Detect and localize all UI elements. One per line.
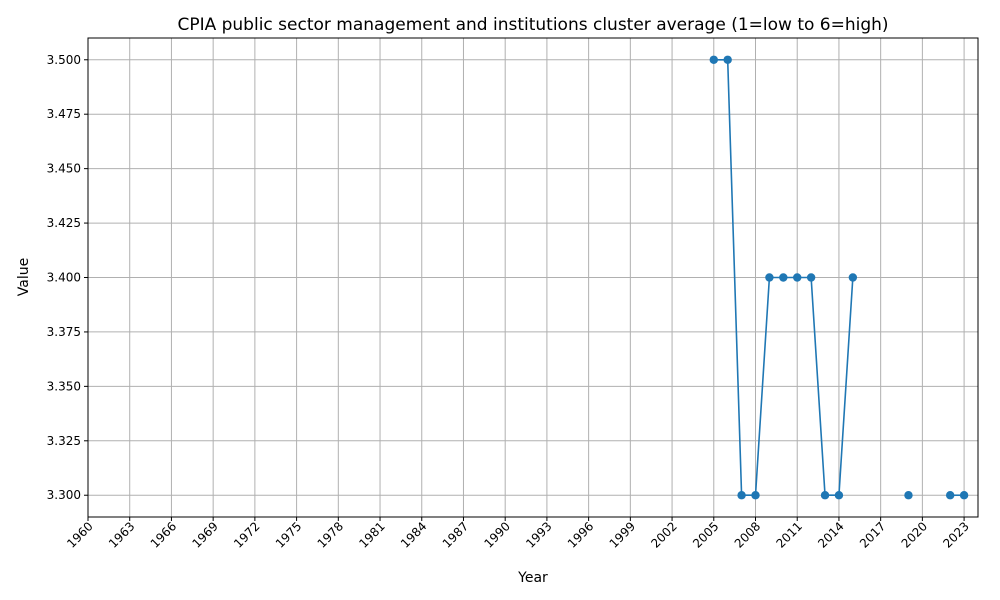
data-point <box>765 273 774 282</box>
y-tick-label: 3.325 <box>47 434 81 448</box>
x-tick-label: 2017 <box>857 519 888 550</box>
x-tick-label: 1975 <box>273 519 304 550</box>
x-tick-label: 2002 <box>648 519 679 550</box>
y-tick-label: 3.500 <box>47 53 81 67</box>
data-point <box>793 273 802 282</box>
y-tick-label: 3.475 <box>47 107 81 121</box>
y-tick-label: 3.375 <box>47 325 81 339</box>
x-tick-label: 1978 <box>315 519 346 550</box>
data-point <box>848 273 858 282</box>
x-axis: 1960 1963 1966 1969 1972 1975 1978 1981 1984 1987… <box>64 517 972 551</box>
y-tick-label: 3.425 <box>47 216 81 230</box>
data-point <box>723 55 732 64</box>
data-point <box>945 491 955 500</box>
series-layer <box>709 55 969 500</box>
data-point <box>806 273 816 282</box>
x-tick-label: 1981 <box>356 519 387 550</box>
data-point <box>834 491 844 500</box>
data-point <box>737 491 746 500</box>
x-tick-label: 1987 <box>440 519 471 550</box>
x-tick-label: 1999 <box>607 519 638 550</box>
x-tick-label: 1966 <box>148 519 179 550</box>
x-tick-label: 1990 <box>481 519 512 550</box>
grid <box>87 38 978 517</box>
x-tick-label: 1984 <box>398 519 429 550</box>
x-tick-label: 2008 <box>732 519 763 550</box>
y-tick-label: 3.400 <box>47 271 81 285</box>
x-tick-label: 1993 <box>523 519 554 550</box>
data-point <box>779 273 788 282</box>
x-tick-label: 1969 <box>189 519 220 550</box>
x-tick-label: 2020 <box>899 519 930 550</box>
y-tick-label: 3.300 <box>47 488 81 502</box>
data-point <box>820 491 830 500</box>
data-point <box>904 491 913 500</box>
y-axis: 3.300 3.325 3.350 3.375 3.400 3.425 3.450 3.475… <box>47 53 88 502</box>
x-tick-label: 1963 <box>106 519 137 550</box>
x-tick-label: 1996 <box>565 519 596 550</box>
data-point <box>751 491 760 500</box>
x-tick-label: 1960 <box>64 519 95 550</box>
chart-title: CPIA public sector management and instit… <box>177 15 888 35</box>
y-axis-title: Value <box>16 258 32 296</box>
y-tick-label: 3.450 <box>47 162 81 176</box>
data-point <box>959 491 969 500</box>
y-tick-label: 3.350 <box>47 379 81 393</box>
data-point <box>709 55 718 64</box>
x-tick-label: 2023 <box>940 519 971 550</box>
x-tick-label: 2011 <box>773 519 804 550</box>
x-tick-label: 2005 <box>690 519 721 550</box>
x-tick-label: 2014 <box>815 519 846 550</box>
x-tick-label: 1972 <box>231 519 262 550</box>
x-axis-title: Year <box>517 570 548 586</box>
